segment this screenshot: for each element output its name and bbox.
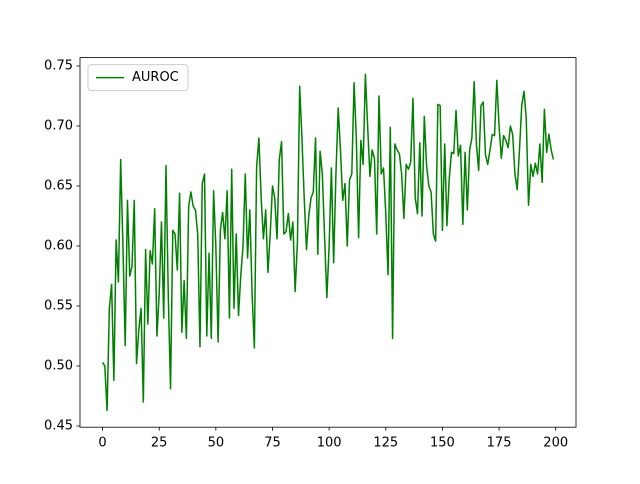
y-tick-label: 0.65 xyxy=(44,179,73,194)
y-tick-label: 0.45 xyxy=(44,419,73,434)
x-tick-label: 75 xyxy=(264,436,281,451)
y-tick-label: 0.75 xyxy=(44,59,73,74)
x-tick-label: 125 xyxy=(373,436,398,451)
y-tick-label: 0.60 xyxy=(44,239,73,254)
x-tick-label: 200 xyxy=(543,436,568,451)
x-tick-label: 100 xyxy=(317,436,342,451)
x-tick-label: 50 xyxy=(208,436,225,451)
x-tick-label: 0 xyxy=(98,436,106,451)
legend-label: AUROC xyxy=(132,70,179,85)
y-tick-label: 0.70 xyxy=(44,119,73,134)
x-tick-label: 150 xyxy=(430,436,455,451)
line xyxy=(101,73,555,412)
x-tick-label: 175 xyxy=(487,436,512,451)
axes-frame xyxy=(79,57,577,428)
legend-box xyxy=(87,64,189,92)
y-tick-label: 0.50 xyxy=(44,359,73,374)
x-tick-label: 25 xyxy=(151,436,168,451)
y-tick-label: 0.55 xyxy=(44,299,73,314)
